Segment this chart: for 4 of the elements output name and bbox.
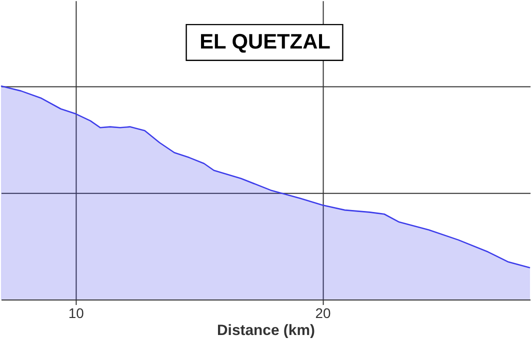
x-tick-label: 10 (68, 304, 84, 321)
x-axis-title: Distance (km) (217, 322, 315, 339)
x-tick-label: 20 (315, 304, 332, 321)
chart-title: EL QUETZAL (200, 30, 331, 54)
